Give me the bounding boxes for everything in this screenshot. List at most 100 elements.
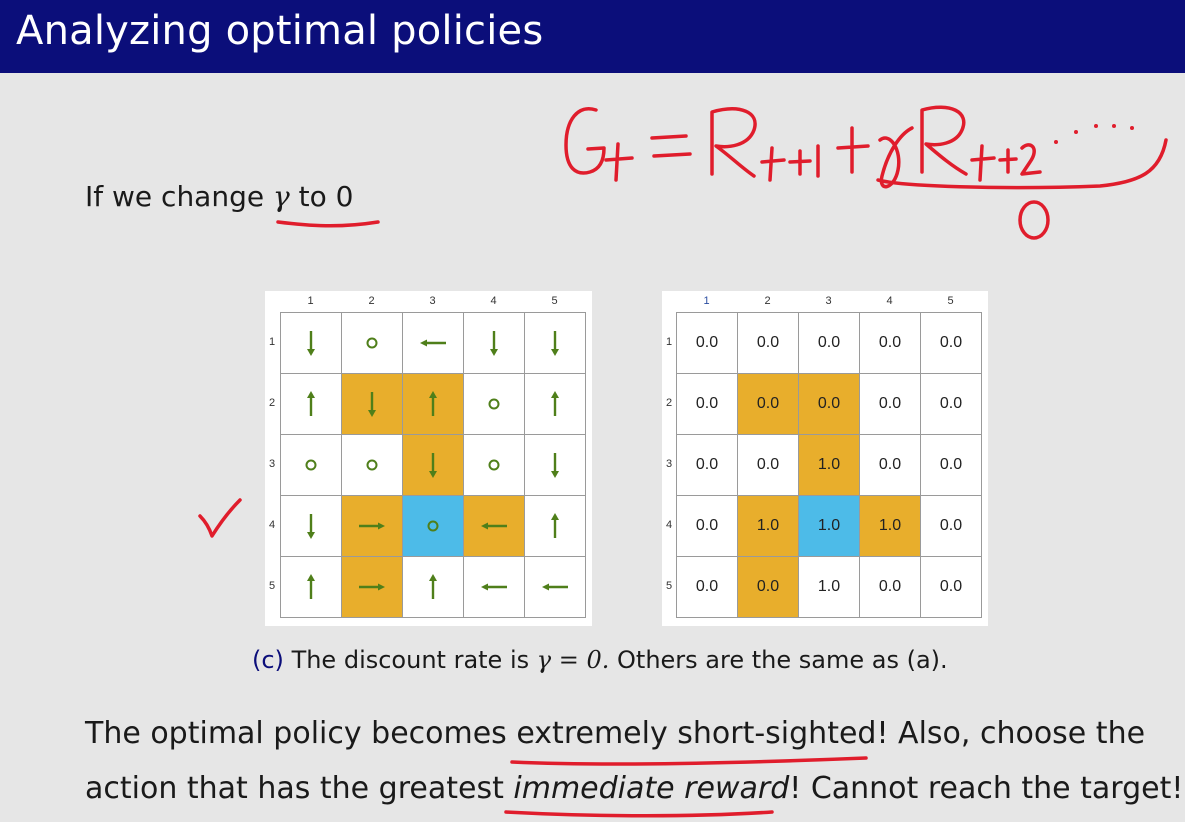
value-cell: 0.0 [738,374,799,435]
caption-math: γ = 0. [536,646,610,674]
column-label: 3 [429,295,436,307]
value-cell: 0.0 [921,313,982,374]
arrow-up-icon [429,391,437,416]
policy-cell [342,313,403,374]
policy-cell [403,313,464,374]
arrow-left-icon [542,583,568,591]
value-cell: 1.0 [799,496,860,557]
stay-circle-icon [488,398,500,410]
column-label: 2 [764,295,771,307]
arrow-up-icon [307,574,315,599]
column-label: 4 [886,295,893,307]
stay-circle-icon [305,459,317,471]
policy-cell [464,557,525,618]
arrow-left-icon [481,522,507,530]
value-cell: 0.0 [860,435,921,496]
policy-cell [281,435,342,496]
para2-part2: ! Cannot reach the target! [789,771,1184,806]
arrow-right-icon [359,522,385,530]
value-cell: 0.0 [677,557,738,618]
column-label: 1 [307,295,314,307]
arrow-down-icon [490,331,498,356]
value-cell: 1.0 [860,496,921,557]
policy-cell [525,435,586,496]
policy-cell [464,496,525,557]
policy-cell [525,374,586,435]
arrow-up-icon [429,574,437,599]
value-cell: 0.0 [860,313,921,374]
arrow-down-icon [307,514,315,539]
policy-cell [525,313,586,374]
arrow-right-icon [359,583,385,591]
column-label: 5 [947,295,954,307]
paragraph-line-2: action that has the greatest immediate r… [85,771,1183,806]
intro-suffix: to 0 [298,180,354,213]
check-mark [198,498,242,538]
intro-gamma: γ [273,180,290,213]
stay-circle-icon [366,459,378,471]
arrow-left-icon [420,339,446,347]
intro-prefix: If we change [85,180,265,213]
arrow-up-icon [307,391,315,416]
column-label: 3 [825,295,832,307]
stay-circle-icon [488,459,500,471]
value-cell: 0.0 [677,374,738,435]
policy-cell [281,313,342,374]
column-label: 4 [490,295,497,307]
arrow-up-icon [551,513,559,538]
policy-cell [525,496,586,557]
value-cell: 0.0 [738,557,799,618]
value-cell: 0.0 [921,374,982,435]
policy-cell [525,557,586,618]
row-label: 3 [268,458,276,470]
value-cell: 0.0 [677,435,738,496]
policy-cell [403,435,464,496]
policy-cell [464,435,525,496]
value-cell: 1.0 [738,496,799,557]
policy-cell [464,313,525,374]
policy-cell [403,374,464,435]
column-label: 1 [703,295,710,307]
policy-cell [342,435,403,496]
row-label: 2 [268,397,276,409]
column-label: 5 [551,295,558,307]
para2-part1: action that has the greatest [85,771,504,806]
para1-part2: Also, choose the [898,716,1146,751]
policy-cell [403,557,464,618]
value-cell: 0.0 [799,374,860,435]
underline-immediate-reward [504,810,774,818]
policy-grid-panel: 1 2 3 4 5 1 2 3 4 5 [265,291,592,626]
intro-line: If we change γ to 0 [85,180,353,213]
row-label: 2 [665,397,673,409]
arrow-left-icon [481,583,507,591]
caption-text-1: The discount rate is [291,646,530,674]
row-label: 5 [268,580,276,592]
value-cell: 0.0 [921,435,982,496]
para2-emphasis: immediate reward [513,771,790,806]
policy-cell [281,496,342,557]
column-label: 2 [368,295,375,307]
value-grid: 0.0 0.0 0.0 0.0 0.0 0.0 0.0 0.0 0.0 0.0 0.0 0.0 1.0 0… [676,312,982,618]
value-cell: 0.0 [677,313,738,374]
policy-cell [342,557,403,618]
policy-cell [342,496,403,557]
arrow-down-icon [551,453,559,478]
value-cell: 0.0 [860,557,921,618]
row-label: 5 [665,580,673,592]
arrow-down-icon [429,453,437,478]
value-cell: 0.0 [677,496,738,557]
stay-circle-icon [427,520,439,532]
row-label: 3 [665,458,673,470]
row-label: 4 [268,519,276,531]
value-cell: 0.0 [738,313,799,374]
arrow-down-icon [551,331,559,356]
value-cell: 0.0 [921,557,982,618]
row-label: 1 [268,336,276,348]
policy-cell [403,496,464,557]
para1-part1: The optimal policy becomes [85,716,507,751]
paragraph-line-1: The optimal policy becomes extremely sho… [85,716,1145,751]
slide-title: Analyzing optimal policies [16,8,544,54]
arrow-down-icon [307,331,315,356]
